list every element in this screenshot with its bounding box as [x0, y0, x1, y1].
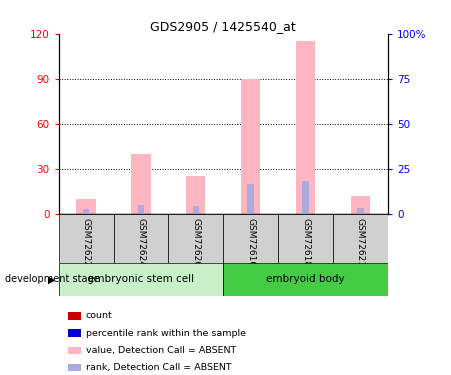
Text: embryonic stem cell: embryonic stem cell	[88, 274, 194, 284]
Bar	[83, 209, 89, 214]
Text: embryoid body: embryoid body	[266, 274, 345, 284]
Bar	[302, 181, 309, 214]
Bar	[357, 208, 364, 214]
Text: development stage: development stage	[5, 274, 99, 284]
Bar	[351, 196, 370, 214]
Bar	[59, 262, 223, 296]
Text: GSM72626: GSM72626	[191, 217, 200, 267]
Bar	[193, 206, 199, 214]
Bar	[77, 199, 96, 214]
Bar	[248, 184, 254, 214]
Text: percentile rank within the sample: percentile rank within the sample	[86, 328, 246, 338]
Bar	[59, 214, 114, 262]
Text: rank, Detection Call = ABSENT: rank, Detection Call = ABSENT	[86, 363, 231, 372]
Bar	[114, 214, 168, 262]
Bar	[241, 79, 260, 214]
Bar	[296, 41, 315, 214]
Bar	[223, 214, 278, 262]
Bar	[168, 214, 223, 262]
Bar	[131, 154, 151, 214]
Text: GSM72621: GSM72621	[356, 217, 365, 267]
Bar	[278, 214, 333, 262]
Text: value, Detection Call = ABSENT: value, Detection Call = ABSENT	[86, 346, 236, 355]
Text: ▶: ▶	[48, 274, 55, 284]
Bar	[186, 176, 205, 214]
Bar	[138, 205, 144, 214]
Text: GSM72616: GSM72616	[246, 217, 255, 267]
Text: GSM72622: GSM72622	[82, 217, 91, 267]
Bar	[223, 262, 388, 296]
Text: GSM72624: GSM72624	[137, 217, 145, 267]
Text: GSM72618: GSM72618	[301, 217, 310, 267]
Title: GDS2905 / 1425540_at: GDS2905 / 1425540_at	[150, 20, 296, 33]
Bar	[333, 214, 388, 262]
Text: count: count	[86, 311, 112, 320]
